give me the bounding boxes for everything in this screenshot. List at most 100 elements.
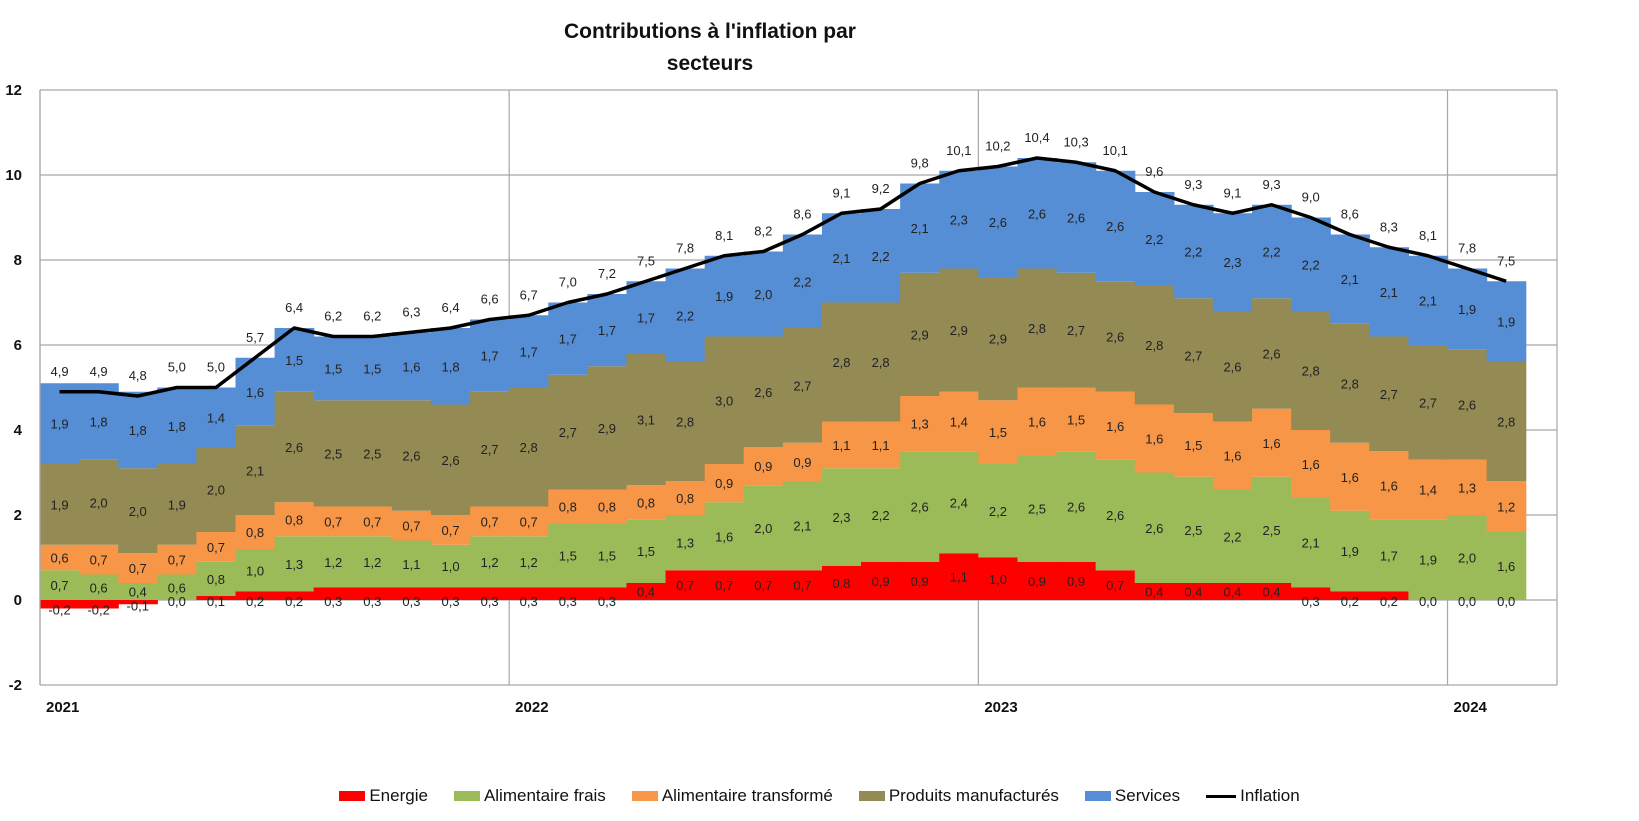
data-label: 1,6: [246, 385, 264, 400]
bar-segment-alimentaire-transform-: [1330, 442, 1370, 511]
data-label: 1,7: [520, 344, 538, 359]
bar-segment-alimentaire-frais: [391, 540, 432, 588]
bar-segment-services: [1291, 217, 1331, 311]
stacked-bars: [40, 158, 1527, 609]
data-label: 1,8: [90, 415, 108, 430]
bar-segment-alimentaire-transform-: [196, 532, 237, 562]
chart-title: Contributions à l'inflation par secteurs: [520, 16, 900, 80]
data-label: 1,9: [51, 417, 69, 432]
inflation-label: 5,0: [168, 360, 186, 375]
data-label: 1,3: [285, 557, 303, 572]
bar-segment-services: [548, 302, 588, 375]
data-label: 0,7: [793, 578, 811, 593]
legend-label: Services: [1114, 786, 1181, 805]
data-label: 1,4: [950, 415, 968, 430]
bar-segment-alimentaire-frais: [821, 468, 862, 566]
bar-segment-energie: [1017, 561, 1058, 600]
inflation-label: 9,2: [872, 181, 890, 196]
data-label: 0,6: [168, 580, 186, 595]
data-label: 0,3: [520, 594, 538, 609]
bar-segment-alimentaire-transform-: [704, 464, 745, 503]
bar-segment-services: [743, 251, 784, 337]
inflation-label: 8,1: [715, 228, 733, 243]
bar-segment-alimentaire-frais: [1369, 519, 1410, 592]
bar-segment-energie: [821, 566, 862, 600]
bar-segment-alimentaire-frais: [509, 536, 549, 588]
bar-segment-alimentaire-transform-: [626, 485, 667, 520]
data-label: 1,8: [129, 423, 147, 438]
data-label: 2,6: [1223, 359, 1241, 374]
bar-segment-produits-manufactur-s: [1330, 323, 1370, 443]
data-label: 2,5: [1028, 502, 1046, 517]
data-label: 1,3: [1458, 480, 1476, 495]
bar-segment-services: [1408, 255, 1449, 345]
data-label: 2,5: [1184, 523, 1202, 538]
data-label: 2,1: [1302, 536, 1320, 551]
data-label: 2,0: [90, 495, 108, 510]
data-label: 1,2: [481, 555, 499, 570]
legend-item: Produits manufacturés: [858, 786, 1059, 806]
bar-segment-services: [1056, 162, 1097, 273]
bar-segment-produits-manufactur-s: [1447, 349, 1488, 460]
bar-segment-energie: [900, 561, 940, 600]
bar-segment-alimentaire-frais: [274, 536, 315, 592]
data-label: 0,0: [1458, 594, 1476, 609]
bar-segment-energie: [665, 570, 706, 600]
data-label: 0,2: [285, 594, 303, 609]
bar-segment-services: [1212, 213, 1253, 311]
bar-segment-services: [118, 391, 158, 469]
data-label: 0,7: [324, 514, 342, 529]
bar-segment-energie: [274, 591, 315, 600]
bar-segment-services: [861, 209, 901, 303]
data-label: 0,7: [90, 553, 108, 568]
bar-segment-alimentaire-transform-: [821, 421, 862, 469]
data-label: 1,3: [911, 417, 929, 432]
data-label: 0,9: [793, 455, 811, 470]
data-label: 0,8: [559, 500, 577, 515]
data-label: 2,7: [793, 378, 811, 393]
data-label: 0,2: [246, 594, 264, 609]
bar-segment-produits-manufactur-s: [1486, 362, 1527, 481]
legend-label: Produits manufacturés: [888, 786, 1059, 805]
bar-segment-alimentaire-frais: [704, 502, 745, 571]
data-label: 2,0: [1458, 551, 1476, 566]
data-label: 0,8: [246, 525, 264, 540]
bar-segment-produits-manufactur-s: [821, 302, 862, 422]
inflation-label: 8,2: [754, 224, 772, 239]
bar-segment-services: [821, 213, 862, 303]
data-label: 2,7: [559, 425, 577, 440]
data-label: 2,3: [1223, 255, 1241, 270]
data-label: 0,7: [402, 519, 420, 534]
bar-segment-alimentaire-transform-: [1212, 421, 1253, 490]
legend-item: Inflation: [1206, 786, 1300, 806]
data-label: 0,7: [129, 561, 147, 576]
y-tick-label: 6: [14, 337, 22, 354]
bar-segment-services: [196, 387, 237, 447]
data-label: 1,0: [246, 563, 264, 578]
data-label: 0,3: [441, 594, 459, 609]
data-label: 2,7: [1380, 387, 1398, 402]
data-label: 1,9: [715, 289, 733, 304]
axes: -2 0 2 4 6 8 10 12 2021 2022 2023 2024: [5, 82, 1558, 716]
bar-segment-alimentaire-frais: [782, 481, 823, 571]
data-label: 1,5: [637, 544, 655, 559]
bar-segment-alimentaire-transform-: [1173, 413, 1214, 477]
legend-swatch: [858, 791, 885, 801]
data-label: 1,0: [441, 559, 459, 574]
legend-label: Inflation: [1240, 786, 1300, 805]
data-label: 0,2: [1341, 594, 1359, 609]
data-label: 1,6: [1106, 419, 1124, 434]
bar-segment-alimentaire-frais: [196, 561, 237, 596]
inflation-label: 8,6: [1341, 207, 1359, 222]
inflation-label: 10,3: [1063, 134, 1088, 149]
data-label: 1,0: [989, 572, 1007, 587]
inflation-label: 9,1: [832, 185, 850, 200]
bar-segment-services: [1447, 268, 1488, 350]
bar-segment-alimentaire-transform-: [430, 515, 471, 545]
bar-segment-produits-manufactur-s: [509, 387, 549, 507]
data-label: 2,6: [1028, 206, 1046, 221]
data-label: 2,6: [1263, 347, 1281, 362]
bar-segment-alimentaire-frais: [1134, 472, 1175, 583]
inflation-label: 7,5: [637, 253, 655, 268]
data-label: 0,7: [520, 514, 538, 529]
